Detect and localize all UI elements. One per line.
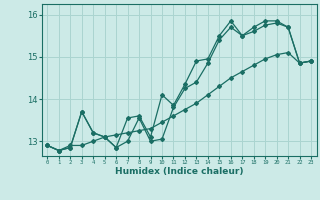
- X-axis label: Humidex (Indice chaleur): Humidex (Indice chaleur): [115, 167, 244, 176]
